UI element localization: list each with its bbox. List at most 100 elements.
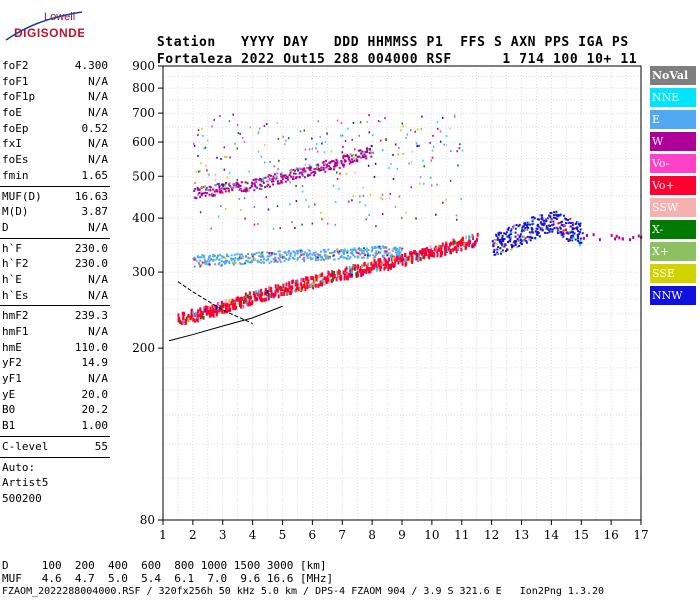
echo-point — [267, 208, 270, 211]
echo-point — [388, 248, 391, 251]
echo-point — [275, 287, 278, 292]
echo-point — [230, 301, 233, 306]
echo-point — [270, 253, 273, 256]
echo-point — [493, 239, 496, 242]
echo-point — [260, 185, 263, 188]
echo-point — [239, 132, 241, 135]
echo-point — [381, 254, 384, 257]
echo-point — [335, 162, 338, 165]
echo-point — [190, 314, 193, 319]
legend-item-ssw[interactable]: SSW — [650, 198, 696, 217]
echo-point — [461, 236, 464, 241]
legend-item-nnw[interactable]: NNW — [650, 286, 696, 305]
echo-point — [309, 252, 312, 255]
echo-point — [282, 174, 285, 177]
echo-point — [338, 274, 341, 279]
legend-item-e[interactable]: E — [650, 110, 696, 129]
echo-point — [213, 308, 216, 313]
echo-point — [259, 293, 262, 298]
echo-point — [301, 173, 304, 176]
echo-point — [523, 225, 526, 228]
echo-point — [334, 161, 337, 164]
param-name: foEp — [2, 121, 29, 135]
echo-point — [340, 276, 343, 281]
echo-point — [432, 134, 434, 137]
echo-point — [199, 265, 202, 268]
echo-point — [222, 302, 225, 307]
echo-point — [319, 255, 322, 258]
echo-point — [218, 305, 221, 310]
echo-point — [323, 250, 326, 253]
echo-point — [565, 218, 568, 221]
echo-point — [491, 242, 494, 245]
echo-point — [346, 249, 349, 252]
echo-point — [461, 149, 464, 152]
legend-item-vo[interactable]: Vo- — [650, 154, 696, 173]
echo-point — [315, 274, 318, 279]
echo-point — [373, 256, 376, 259]
legend-item-sse[interactable]: SSE — [650, 264, 696, 283]
echo-point — [224, 190, 227, 193]
echo-point — [244, 181, 247, 184]
echo-point — [363, 252, 366, 255]
echo-point — [348, 265, 351, 270]
echo-point — [218, 262, 221, 265]
legend-item-x[interactable]: X- — [650, 220, 696, 239]
echo-point — [262, 261, 265, 264]
echo-point — [212, 259, 215, 262]
echo-point — [503, 232, 506, 235]
echo-point — [364, 254, 367, 257]
echo-point — [537, 231, 540, 234]
echo-point — [228, 298, 231, 303]
param-name: yF1 — [2, 372, 22, 386]
echo-point — [416, 254, 419, 259]
echo-point — [397, 250, 400, 253]
legend-item-noval[interactable]: NoVal — [650, 66, 696, 85]
echo-point — [212, 259, 215, 262]
echo-point — [307, 249, 310, 252]
echo-point — [342, 145, 344, 148]
echo-point — [436, 127, 439, 130]
echo-point — [545, 225, 548, 228]
echo-point — [288, 281, 291, 286]
echo-point — [533, 217, 536, 220]
echo-point — [240, 257, 243, 260]
echo-point — [540, 214, 543, 217]
echo-point — [509, 240, 512, 243]
echo-point — [362, 194, 365, 197]
echo-point — [262, 177, 265, 180]
legend-item-nne[interactable]: NNE — [650, 88, 696, 107]
echo-point — [196, 256, 199, 259]
legend-item-w[interactable]: W — [650, 132, 696, 151]
echo-point — [217, 263, 220, 266]
echo-point — [348, 162, 351, 165]
echo-point — [227, 189, 230, 192]
echo-point — [501, 238, 504, 241]
echo-point — [351, 199, 353, 202]
echo-point — [539, 214, 542, 217]
echo-point — [211, 125, 213, 128]
echo-point — [182, 313, 185, 318]
echo-point — [243, 189, 246, 192]
echo-point — [271, 178, 274, 181]
echo-point — [228, 191, 231, 194]
echo-point — [417, 128, 419, 131]
echo-point — [259, 296, 262, 301]
echo-point — [460, 247, 463, 252]
legend-item-vo[interactable]: Vo+ — [650, 176, 696, 195]
echo-point — [340, 162, 343, 165]
echo-point — [302, 253, 305, 256]
scaled-parameters-panel: foF2 4.300 foF1 N/A foF1p N/A foE N/A foEp 0.52 fx… — [0, 58, 110, 507]
echo-point — [281, 178, 284, 181]
echo-point — [468, 235, 471, 240]
legend-item-x[interactable]: X+ — [650, 242, 696, 261]
echo-point — [336, 250, 339, 253]
echo-point — [320, 258, 323, 261]
echo-point — [204, 191, 207, 194]
echo-point — [509, 238, 512, 241]
echo-point — [239, 304, 242, 309]
echo-point — [379, 267, 382, 272]
echo-point — [317, 120, 320, 123]
echo-point — [266, 255, 269, 258]
echo-point — [473, 241, 476, 246]
